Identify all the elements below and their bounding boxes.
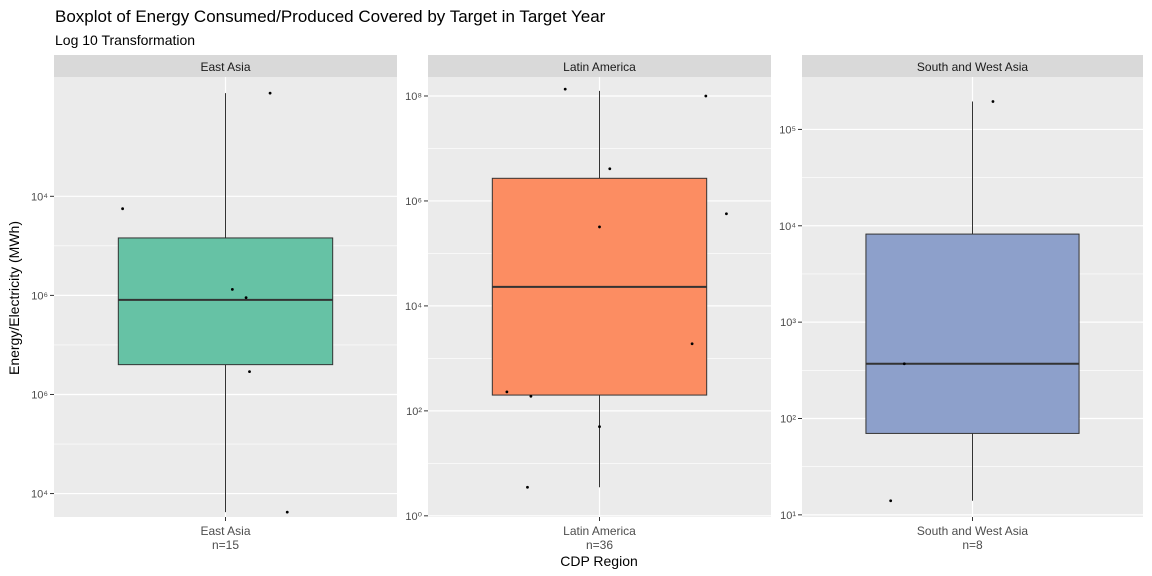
- x-count-label: n=15: [212, 538, 239, 552]
- chart-title: Boxplot of Energy Consumed/Produced Cove…: [55, 7, 606, 26]
- data-point: [725, 212, 728, 216]
- data-point: [529, 394, 533, 398]
- strip-label: South and West Asia: [917, 60, 1029, 74]
- y-tick-label: 10⁴: [31, 191, 48, 203]
- x-count-label: n=8: [962, 538, 983, 552]
- chart-subtitle: Log 10 Transformation: [55, 32, 195, 48]
- y-tick-label: 10²: [406, 406, 422, 418]
- data-point: [563, 87, 567, 91]
- y-tick-label: 10¹: [780, 510, 796, 522]
- data-point: [704, 94, 708, 98]
- strip-background: [428, 55, 771, 77]
- data-point: [991, 100, 995, 103]
- y-tick-label: 10⁰: [405, 511, 422, 523]
- data-point: [902, 362, 906, 366]
- data-point: [230, 287, 234, 291]
- y-tick-label: 10⁴: [405, 301, 422, 313]
- x-axis-title: CDP Region: [560, 553, 638, 569]
- data-point: [268, 91, 272, 95]
- x-category-label: Latin America: [563, 524, 636, 538]
- y-tick-label: 10⁶: [31, 290, 48, 302]
- box-iqr: [865, 233, 1080, 434]
- data-point: [598, 425, 601, 429]
- x-category-label: East Asia: [200, 524, 250, 538]
- panel-2: South and West Asia 10¹ 10² 10³ 10⁴ 10⁵ South …: [779, 55, 1143, 552]
- data-point: [690, 342, 694, 346]
- y-tick-label: 10⁵: [779, 124, 796, 136]
- strip-background: [802, 55, 1143, 77]
- data-point: [889, 499, 893, 503]
- y-tick-label: 10³: [780, 317, 796, 329]
- strip-background: [54, 55, 397, 77]
- x-category-label: South and West Asia: [917, 524, 1029, 538]
- y-tick-label: 10⁸: [405, 91, 422, 103]
- data-point: [248, 370, 251, 374]
- x-count-label: n=36: [586, 538, 613, 552]
- y-tick-label: 10⁴: [779, 221, 796, 233]
- data-point: [285, 510, 289, 514]
- strip-label: Latin America: [563, 60, 636, 74]
- y-axis-title: Energy/Electricity (MWh): [6, 221, 22, 375]
- data-point: [121, 207, 124, 211]
- data-point: [505, 390, 509, 394]
- y-tick-label: 10⁴: [31, 489, 48, 501]
- data-point: [608, 167, 612, 171]
- data-point: [244, 296, 248, 299]
- data-point: [598, 225, 601, 229]
- panel-1: Latin America 10⁰ 10² 10⁴ 10⁶ 10⁸ Latin Americ…: [405, 55, 771, 552]
- y-tick-label: 10²: [780, 413, 796, 425]
- strip-label: East Asia: [200, 60, 250, 74]
- data-point: [526, 485, 529, 489]
- box-iqr: [117, 237, 334, 366]
- y-tick-label: 10⁶: [31, 389, 48, 401]
- y-tick-label: 10⁶: [405, 196, 422, 208]
